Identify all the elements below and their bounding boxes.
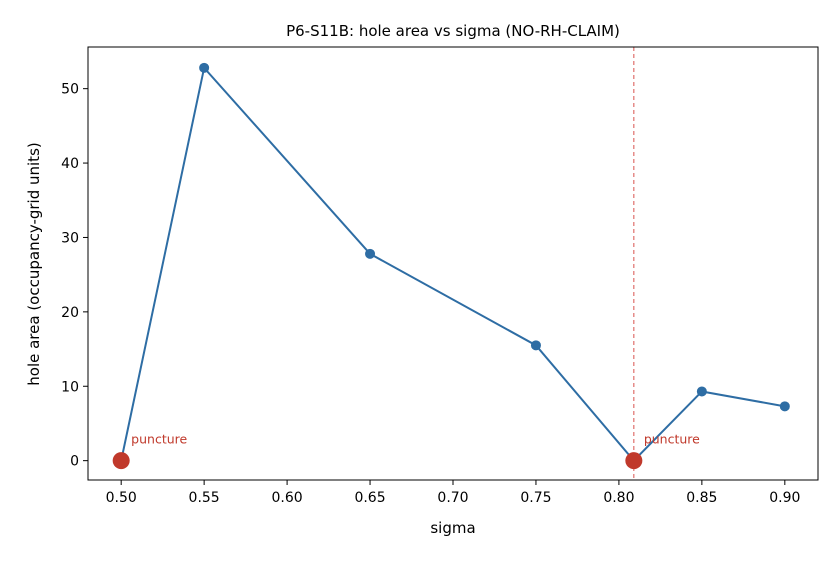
x-tick-label: 0.85: [686, 490, 717, 506]
x-tick-label: 0.55: [189, 490, 220, 506]
x-tick-label: 0.65: [354, 490, 385, 506]
data-point: [779, 401, 790, 412]
data-point: [365, 248, 376, 259]
x-tick-label: 0.90: [769, 490, 800, 506]
y-tick-label: 20: [61, 305, 79, 321]
puncture-label: puncture: [644, 432, 700, 447]
puncture-marker: [625, 452, 643, 470]
y-tick-label: 0: [70, 454, 79, 470]
y-tick-label: 50: [61, 82, 79, 98]
data-point: [199, 62, 210, 73]
y-tick-label: 30: [61, 230, 79, 246]
x-axis-label: sigma: [430, 519, 475, 537]
x-tick-label: 0.80: [603, 490, 634, 506]
x-tick-label: 0.70: [437, 490, 468, 506]
puncture-marker: [112, 452, 130, 470]
plot-area: puncture puncture 0.50 0.55 0.60 0.65 0.70 0.75…: [61, 46, 819, 506]
y-tick-label: 10: [61, 379, 79, 395]
x-tick-label: 0.60: [272, 490, 303, 506]
y-axis-label: hole area (occupancy-grid units): [25, 142, 43, 385]
data-point: [530, 340, 541, 351]
puncture-label: puncture: [131, 432, 187, 447]
x-tick-label: 0.75: [520, 490, 551, 506]
y-tick-label: 40: [61, 156, 79, 172]
chart-title: P6-S11B: hole area vs sigma (NO-RH-CLAIM…: [286, 22, 620, 40]
data-point: [696, 386, 707, 397]
x-tick-label: 0.50: [106, 490, 137, 506]
